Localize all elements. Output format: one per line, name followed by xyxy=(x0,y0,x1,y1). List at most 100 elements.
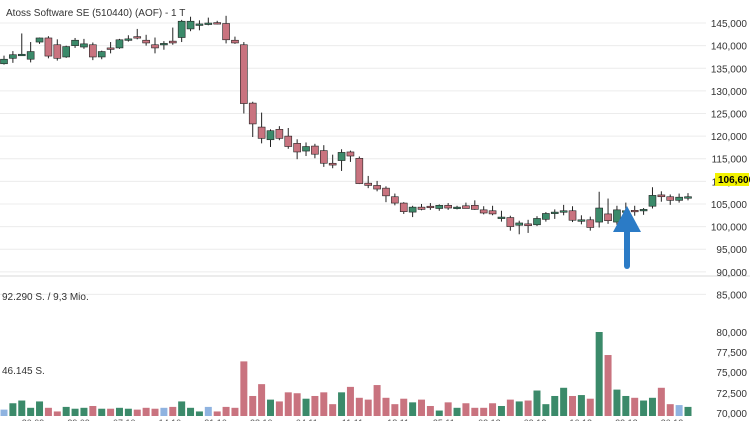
candle-body[interactable] xyxy=(577,219,586,222)
candle-body[interactable] xyxy=(115,39,124,49)
candle-body[interactable] xyxy=(391,196,399,204)
candle-body[interactable] xyxy=(106,47,115,50)
volume-bar xyxy=(293,393,301,416)
candle-body[interactable] xyxy=(133,36,142,39)
candle-body[interactable] xyxy=(435,205,444,209)
volume-bar xyxy=(631,397,639,416)
candle-body[interactable] xyxy=(471,205,479,210)
price-tick-label: 105,000 xyxy=(711,200,748,211)
candle-body[interactable] xyxy=(444,205,452,209)
volume-bar xyxy=(640,400,648,416)
price-candles xyxy=(0,15,692,235)
candle-body[interactable] xyxy=(337,152,346,161)
date-tick-label: 30.12 xyxy=(661,418,684,421)
candle-body[interactable] xyxy=(355,157,364,184)
candle-body[interactable] xyxy=(275,129,284,139)
volume-bar xyxy=(302,398,310,416)
candle-body[interactable] xyxy=(204,22,213,25)
price-tick-label: 135,000 xyxy=(711,64,748,75)
candle-body[interactable] xyxy=(284,135,293,147)
price-tick-label: 100,000 xyxy=(711,223,748,234)
candle-body[interactable] xyxy=(479,209,488,214)
candle-body[interactable] xyxy=(62,46,70,58)
candle-body[interactable] xyxy=(9,54,17,59)
candle-body[interactable] xyxy=(124,38,133,41)
candle-body[interactable] xyxy=(675,196,683,201)
candle-body[interactable] xyxy=(497,216,506,219)
volume-bar xyxy=(595,332,603,416)
candle-body[interactable] xyxy=(142,39,150,44)
candle-body[interactable] xyxy=(97,51,106,58)
candle-body[interactable] xyxy=(453,206,461,209)
price-tick-label: 140,000 xyxy=(711,42,748,53)
candle-body[interactable] xyxy=(160,43,168,46)
candle-body[interactable] xyxy=(639,209,648,212)
candle-body[interactable] xyxy=(630,210,639,213)
candle-body[interactable] xyxy=(213,22,221,25)
candle-body[interactable] xyxy=(231,39,239,44)
candle-body[interactable] xyxy=(417,206,426,210)
candle-body[interactable] xyxy=(168,40,177,44)
candle-body[interactable] xyxy=(382,187,390,197)
candle-body[interactable] xyxy=(319,150,328,164)
candle-body[interactable] xyxy=(293,143,301,153)
candle-body[interactable] xyxy=(266,130,275,141)
candle-body[interactable] xyxy=(515,222,524,226)
candle-body[interactable] xyxy=(80,43,88,48)
candle-body[interactable] xyxy=(44,37,53,57)
candle-body[interactable] xyxy=(302,146,310,152)
candle-body[interactable] xyxy=(364,182,373,186)
candle-body[interactable] xyxy=(0,58,8,65)
candle-body[interactable] xyxy=(71,39,79,46)
candle-body[interactable] xyxy=(462,205,470,209)
candle-body[interactable] xyxy=(684,196,692,199)
candle-body[interactable] xyxy=(248,102,257,125)
candle-body[interactable] xyxy=(17,53,26,57)
candle-body[interactable] xyxy=(311,145,319,155)
candle-body[interactable] xyxy=(613,209,621,223)
current-price-badge: 106,600 xyxy=(715,173,750,186)
candle-body[interactable] xyxy=(373,185,381,190)
candle-body[interactable] xyxy=(604,213,612,222)
volume-bar xyxy=(275,401,283,416)
volume-bar xyxy=(364,399,372,416)
candle-body[interactable] xyxy=(257,126,266,139)
candle-body[interactable] xyxy=(524,223,532,226)
candle-body[interactable] xyxy=(35,37,44,43)
candle-body[interactable] xyxy=(399,202,408,212)
candle-body[interactable] xyxy=(533,218,541,226)
candle-body[interactable] xyxy=(26,51,35,60)
candle-body[interactable] xyxy=(151,44,159,49)
candle-body[interactable] xyxy=(53,44,62,59)
price-tick-label: 125,000 xyxy=(711,110,748,121)
candle-body[interactable] xyxy=(542,213,550,220)
candle-body[interactable] xyxy=(177,20,186,38)
candle-body[interactable] xyxy=(240,44,248,104)
candle-body[interactable] xyxy=(89,44,97,58)
candle-body[interactable] xyxy=(346,151,355,157)
volume-bar xyxy=(213,411,221,416)
candle-body[interactable] xyxy=(408,206,417,213)
candle-body[interactable] xyxy=(550,211,559,214)
candle-body[interactable] xyxy=(666,196,675,201)
candle-body[interactable] xyxy=(586,219,595,228)
candle-body[interactable] xyxy=(186,20,195,30)
volume-bar xyxy=(346,386,354,416)
candle-body[interactable] xyxy=(426,205,435,209)
candle-body[interactable] xyxy=(568,210,577,221)
candle-body[interactable] xyxy=(488,210,497,215)
candle-body[interactable] xyxy=(222,23,230,41)
candle-body[interactable] xyxy=(328,162,337,166)
candle-body[interactable] xyxy=(657,194,666,198)
candle-body[interactable] xyxy=(648,195,657,207)
candle-body[interactable] xyxy=(195,23,204,26)
volume-bar xyxy=(240,361,248,416)
volume-bar xyxy=(258,384,266,416)
candle-body[interactable] xyxy=(595,207,603,223)
volume-bar xyxy=(489,403,497,416)
volume-bar xyxy=(338,392,346,416)
candle-body[interactable] xyxy=(559,210,568,213)
candle-body[interactable] xyxy=(506,217,515,227)
